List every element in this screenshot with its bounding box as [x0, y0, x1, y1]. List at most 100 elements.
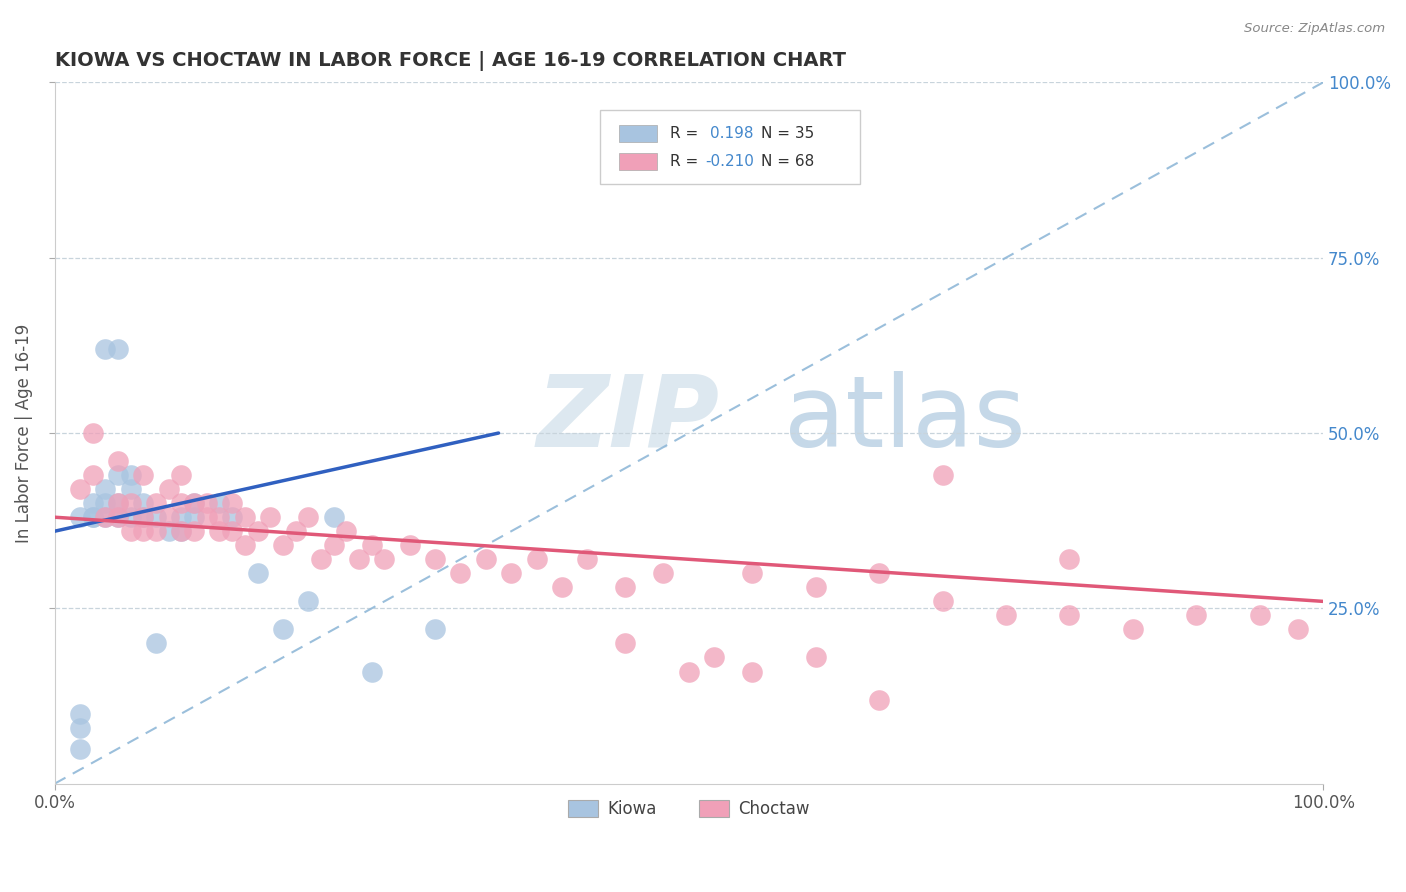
Text: atlas: atlas — [785, 370, 1025, 467]
Point — [526, 552, 548, 566]
Point — [120, 524, 142, 539]
Point — [335, 524, 357, 539]
Point — [614, 580, 637, 594]
Point — [1059, 608, 1081, 623]
Text: Source: ZipAtlas.com: Source: ZipAtlas.com — [1244, 22, 1385, 36]
Point — [741, 566, 763, 581]
Text: KIOWA VS CHOCTAW IN LABOR FORCE | AGE 16-19 CORRELATION CHART: KIOWA VS CHOCTAW IN LABOR FORCE | AGE 16… — [55, 51, 845, 70]
Point — [82, 468, 104, 483]
Point — [82, 496, 104, 510]
Point — [284, 524, 307, 539]
Point — [322, 538, 344, 552]
Point — [94, 510, 117, 524]
Point — [145, 636, 167, 650]
Text: R =: R = — [669, 126, 703, 141]
Point — [297, 594, 319, 608]
Point — [271, 538, 294, 552]
Point — [1185, 608, 1208, 623]
Point — [501, 566, 523, 581]
Point — [297, 510, 319, 524]
Point — [246, 566, 269, 581]
Point — [309, 552, 332, 566]
Point — [69, 482, 91, 496]
Point — [423, 623, 446, 637]
Point — [183, 510, 205, 524]
Point — [208, 496, 231, 510]
Point — [132, 496, 155, 510]
Point — [678, 665, 700, 679]
Point — [221, 524, 243, 539]
Point — [120, 496, 142, 510]
Point — [347, 552, 370, 566]
Point — [120, 510, 142, 524]
Point — [145, 496, 167, 510]
Point — [69, 721, 91, 735]
Point — [868, 566, 890, 581]
Point — [132, 468, 155, 483]
Point — [170, 468, 193, 483]
Text: N = 35: N = 35 — [761, 126, 814, 141]
Point — [322, 510, 344, 524]
Point — [1286, 623, 1309, 637]
Y-axis label: In Labor Force | Age 16-19: In Labor Force | Age 16-19 — [15, 324, 32, 542]
Point — [423, 552, 446, 566]
Point — [157, 482, 180, 496]
Point — [132, 510, 155, 524]
Point — [82, 510, 104, 524]
Point — [931, 594, 953, 608]
Point — [475, 552, 498, 566]
Point — [195, 510, 218, 524]
Point — [157, 510, 180, 524]
Point — [82, 510, 104, 524]
Text: -0.210: -0.210 — [706, 154, 754, 169]
Point — [120, 468, 142, 483]
Text: N = 68: N = 68 — [761, 154, 814, 169]
Point — [652, 566, 675, 581]
Point — [373, 552, 395, 566]
Point — [170, 510, 193, 524]
Point — [208, 524, 231, 539]
Point — [450, 566, 472, 581]
Point — [120, 482, 142, 496]
Point — [360, 538, 382, 552]
Text: ZIP: ZIP — [537, 370, 720, 467]
Point — [107, 510, 129, 524]
Point — [107, 496, 129, 510]
Point — [259, 510, 281, 524]
Point — [69, 510, 91, 524]
Point — [183, 496, 205, 510]
Point — [145, 524, 167, 539]
Legend: Kiowa, Choctaw: Kiowa, Choctaw — [561, 793, 817, 824]
Point — [551, 580, 574, 594]
Point — [69, 706, 91, 721]
Point — [703, 650, 725, 665]
Point — [107, 342, 129, 356]
Point — [195, 496, 218, 510]
Point — [170, 496, 193, 510]
Point — [82, 425, 104, 440]
Point — [233, 538, 256, 552]
Point — [132, 510, 155, 524]
Point — [94, 496, 117, 510]
Point — [360, 665, 382, 679]
Point — [804, 580, 827, 594]
Point — [398, 538, 420, 552]
Point — [69, 741, 91, 756]
Point — [804, 650, 827, 665]
Point — [271, 623, 294, 637]
Text: R =: R = — [669, 154, 703, 169]
FancyBboxPatch shape — [600, 111, 860, 184]
Point — [576, 552, 599, 566]
Point — [107, 496, 129, 510]
Point — [183, 524, 205, 539]
Point — [107, 468, 129, 483]
Point — [868, 692, 890, 706]
Point — [221, 510, 243, 524]
Point — [107, 454, 129, 468]
Point — [233, 510, 256, 524]
Point — [221, 496, 243, 510]
Point — [994, 608, 1017, 623]
Point — [170, 524, 193, 539]
Point — [1122, 623, 1144, 637]
Point — [132, 524, 155, 539]
